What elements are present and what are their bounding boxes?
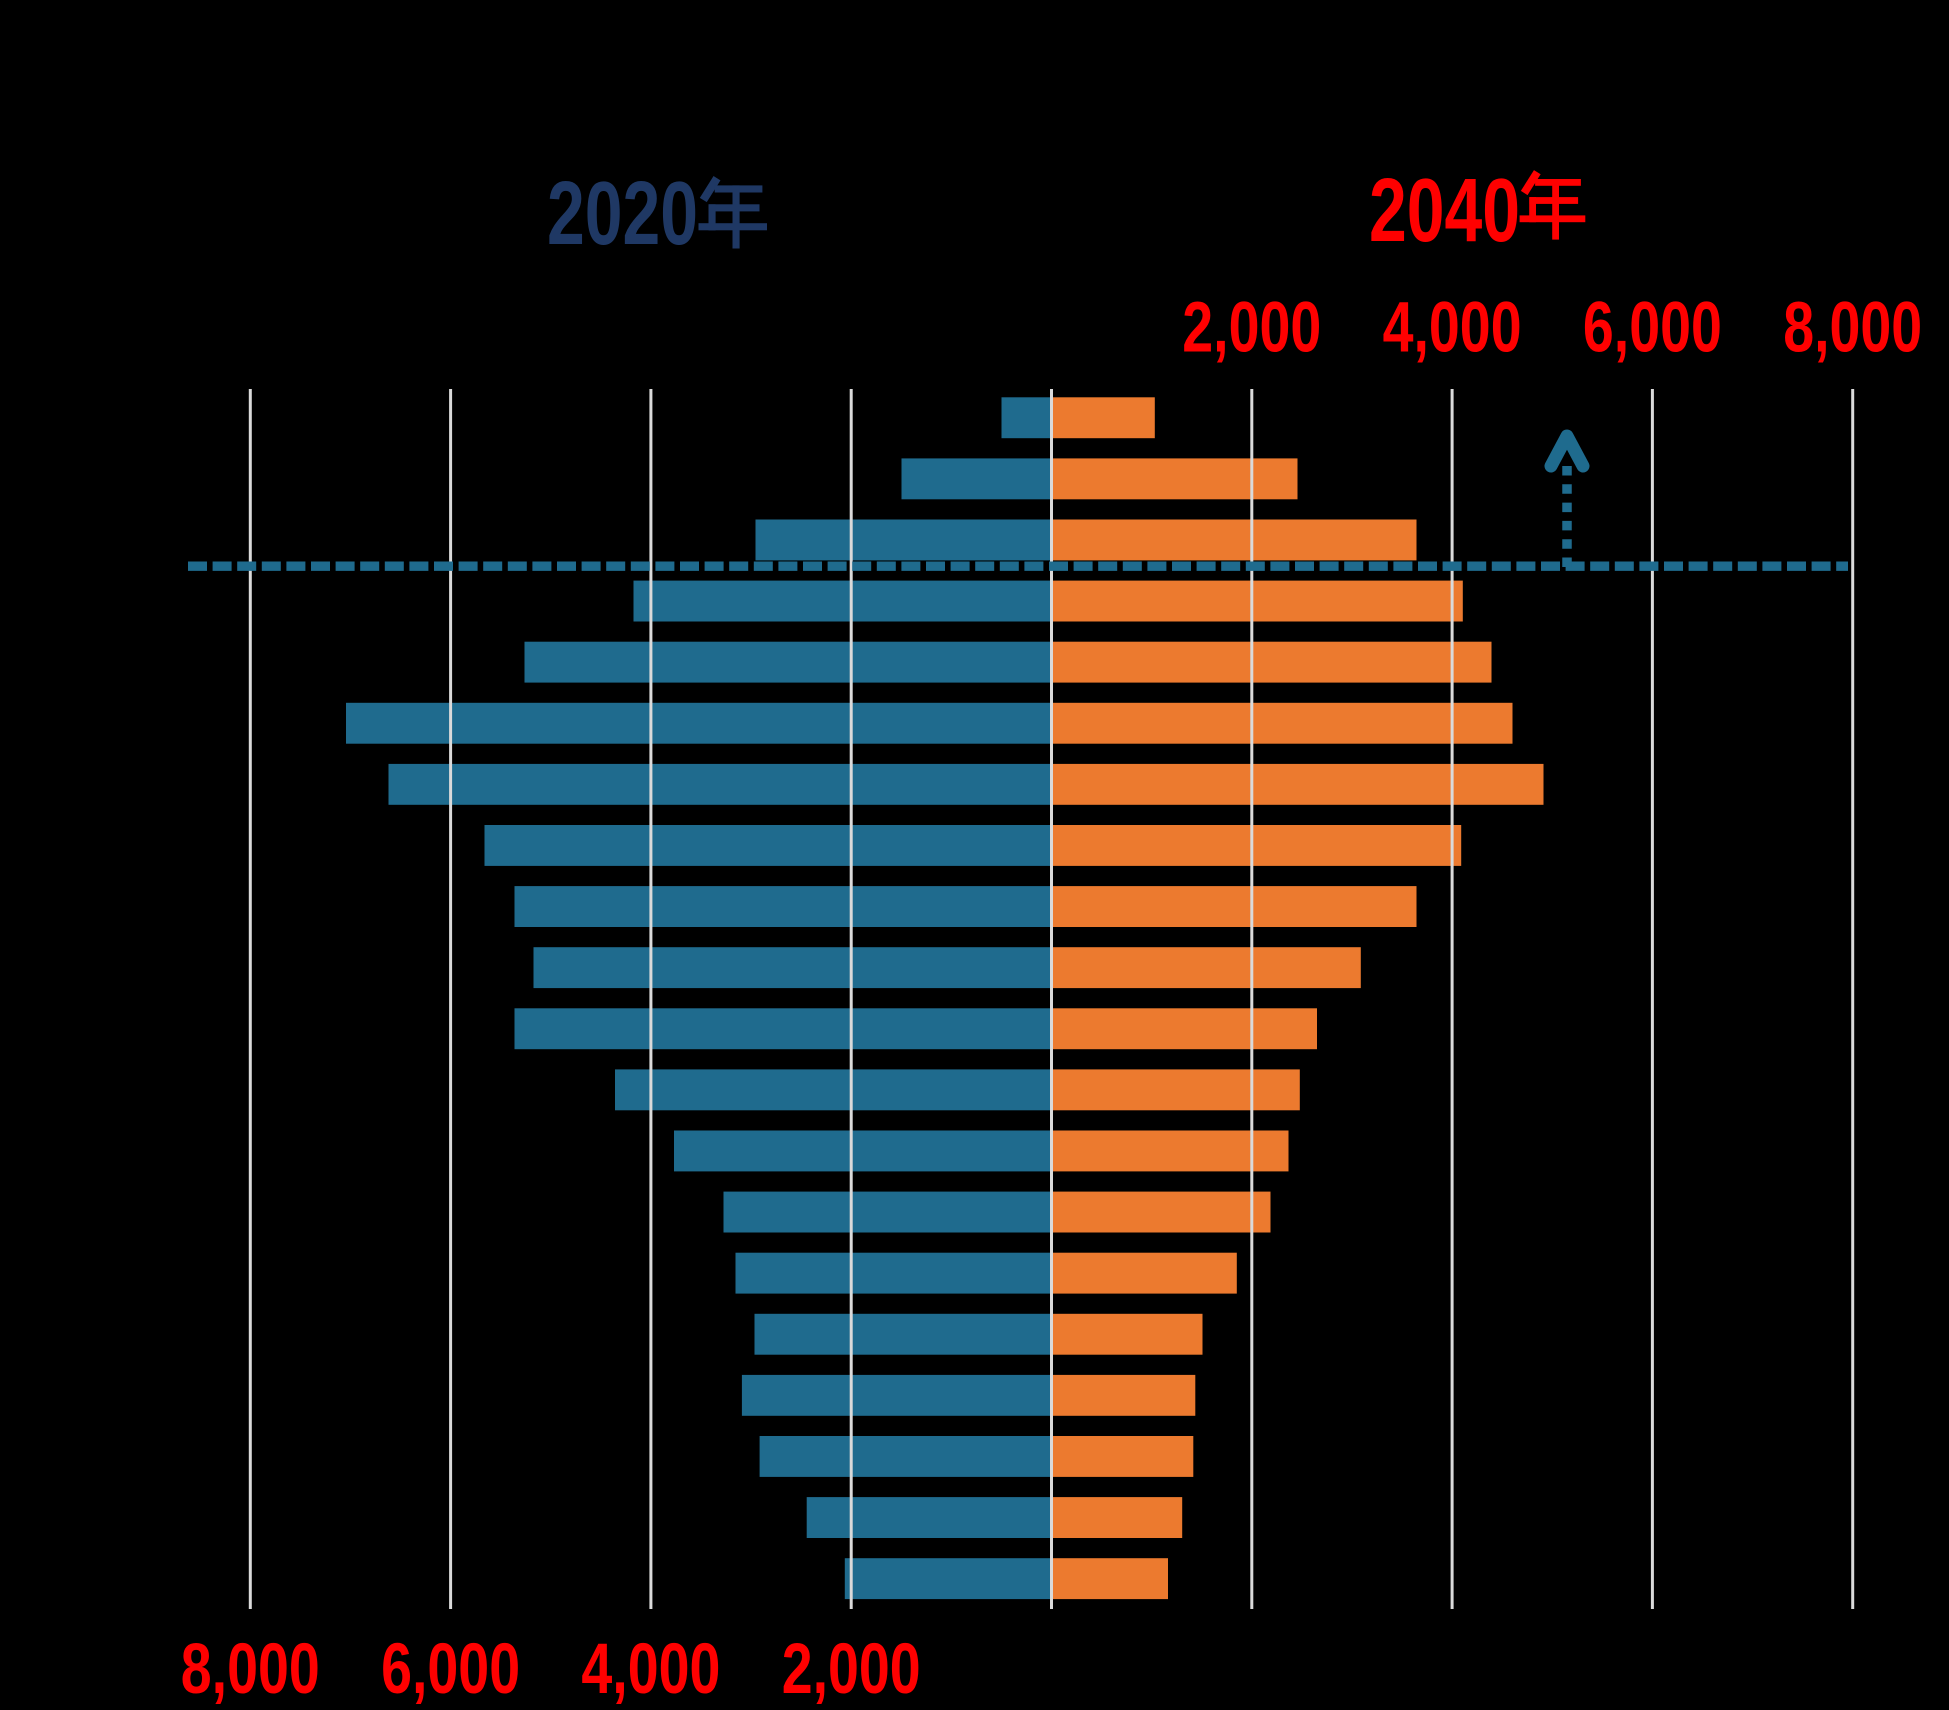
svg-text:8,000: 8,000 xyxy=(1783,289,1922,368)
svg-text:4,000: 4,000 xyxy=(1383,289,1522,368)
svg-text:8,000: 8,000 xyxy=(181,1630,320,1709)
svg-text:4,000: 4,000 xyxy=(581,1630,720,1709)
svg-text:2040: 2040 xyxy=(1369,161,1520,261)
svg-text:2,000: 2,000 xyxy=(782,1630,921,1709)
svg-text:6,000: 6,000 xyxy=(1583,289,1722,368)
svg-text:2020: 2020 xyxy=(547,164,698,264)
svg-text:6,000: 6,000 xyxy=(381,1630,520,1709)
svg-text:2,000: 2,000 xyxy=(1182,289,1321,368)
